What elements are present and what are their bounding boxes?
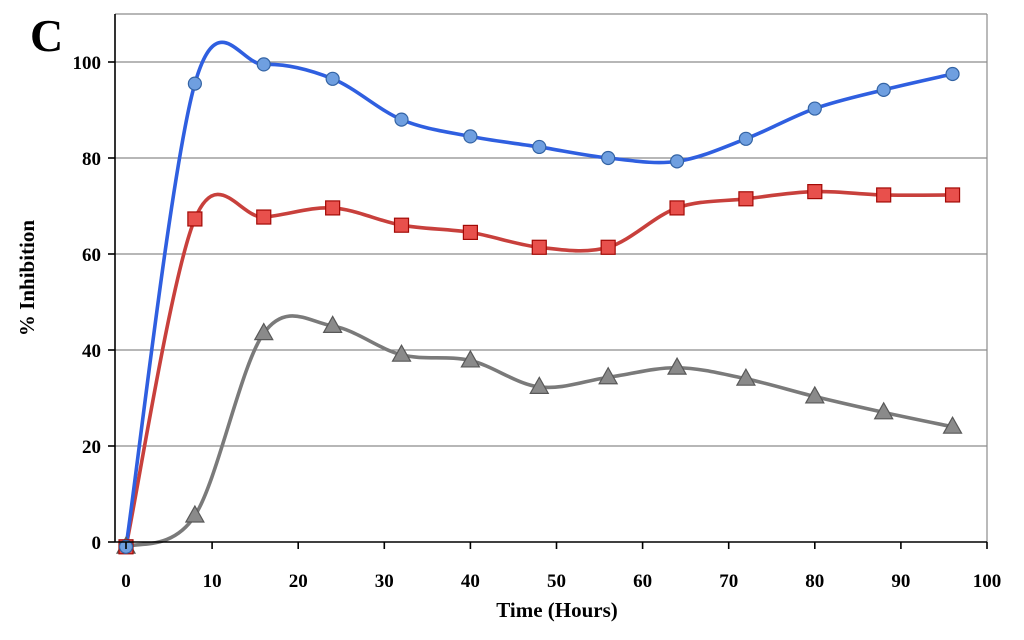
red-squares-point-32	[393, 217, 410, 233]
gray-triangles-point-96	[942, 415, 963, 434]
x-tick-label-90: 90	[891, 571, 910, 592]
x-tick-label-100: 100	[973, 571, 1002, 592]
red-squares-point-88	[876, 187, 892, 203]
blue-circles-point-32	[394, 112, 409, 127]
x-tick-label-0: 0	[121, 571, 131, 592]
gray-triangles-point-24	[322, 315, 343, 333]
blue-circles-point-24	[325, 71, 340, 86]
x-axis-title: Time (Hours)	[496, 598, 618, 622]
series-line-blue-circles	[124, 40, 955, 549]
gray-triangles-point-8	[184, 504, 205, 523]
x-tick-label-70: 70	[719, 571, 738, 592]
x-tick-label-30: 30	[375, 571, 394, 592]
red-squares-point-16	[256, 209, 272, 225]
blue-circles-point-56	[601, 150, 616, 166]
blue-circles-point-72	[738, 131, 754, 146]
x-tick-label-10: 10	[203, 571, 222, 592]
red-squares-point-64	[669, 200, 685, 216]
y-tick-label-40: 40	[82, 341, 101, 362]
gray-triangles-point-72	[735, 367, 756, 386]
gray-triangles-point-80	[804, 385, 825, 404]
blue-circles-point-96	[945, 66, 960, 82]
x-tick-label-50: 50	[547, 571, 566, 592]
series-layer	[115, 40, 963, 555]
blue-circles-point-80	[807, 101, 822, 116]
red-squares-point-24	[325, 200, 341, 216]
x-tick-label-20: 20	[289, 571, 308, 592]
y-tick-label-100: 100	[73, 53, 102, 74]
x-tick-label-60: 60	[633, 571, 652, 592]
y-tick-label-0: 0	[92, 533, 102, 554]
blue-circles-point-64	[669, 154, 685, 169]
red-squares-point-48	[531, 239, 547, 255]
red-squares-point-56	[600, 239, 616, 255]
red-squares-point-72	[738, 191, 754, 207]
gray-triangles-point-88	[873, 401, 894, 420]
blue-circles-point-88	[876, 82, 891, 97]
red-squares-point-80	[807, 184, 823, 200]
axes: 0 20 40 60 80 100 0 10 20 30 40 50 60 70 80 90 100	[73, 14, 1002, 592]
y-axis-title: % Inhibition	[15, 220, 39, 336]
gray-triangles-point-16	[253, 322, 274, 341]
red-squares-point-96	[944, 187, 961, 203]
series-line-red-squares	[124, 189, 955, 549]
blue-circles-point-16	[256, 57, 271, 72]
y-tick-label-80: 80	[82, 149, 101, 170]
y-tick-label-60: 60	[82, 245, 101, 266]
gridlines	[115, 13, 988, 542]
gray-triangles-point-32	[391, 343, 412, 362]
blue-circles-point-40	[463, 129, 478, 144]
gray-triangles-point-40	[460, 349, 481, 368]
red-squares-point-40	[462, 224, 478, 240]
x-tick-label-80: 80	[805, 571, 824, 592]
red-squares-point-8	[187, 211, 203, 227]
y-tick-label-20: 20	[82, 437, 101, 458]
blue-circles-point-8	[187, 76, 202, 91]
x-tick-label-40: 40	[461, 571, 480, 592]
blue-circles-point-48	[532, 139, 547, 155]
gray-triangles-point-56	[598, 366, 619, 385]
panel-label: C	[30, 10, 63, 61]
gray-triangles-point-64	[667, 356, 688, 375]
gray-triangles-point-48	[529, 376, 550, 394]
